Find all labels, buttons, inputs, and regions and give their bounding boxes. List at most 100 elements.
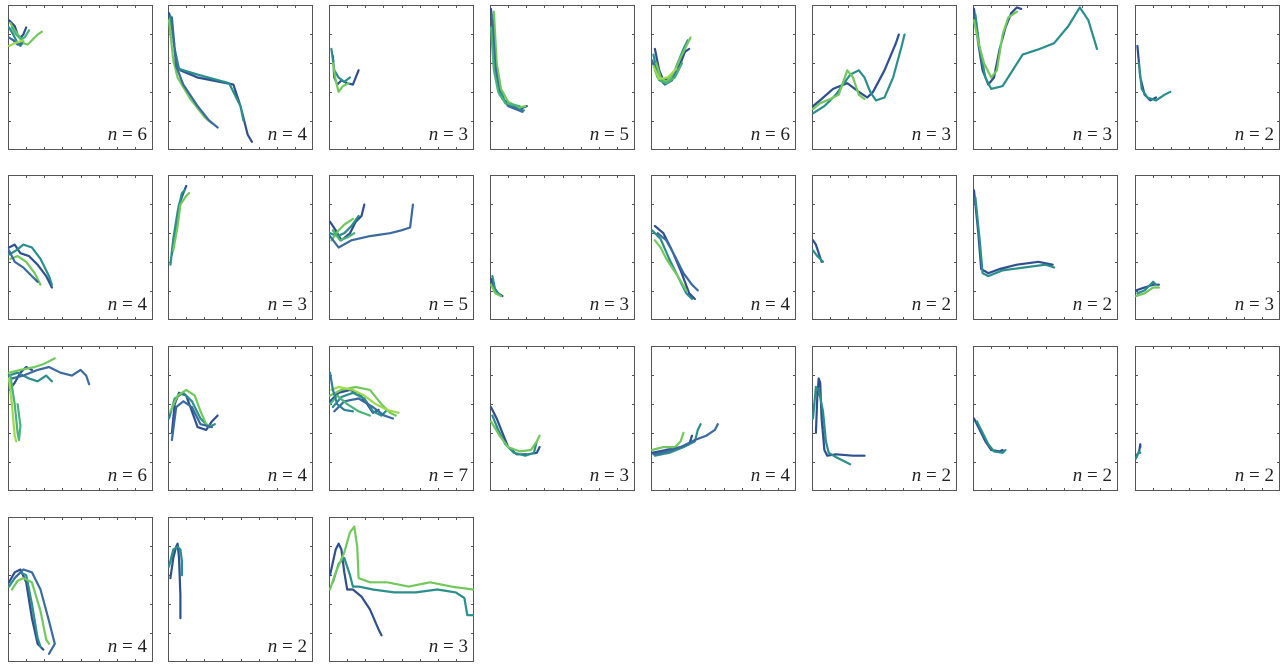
trajectory-line <box>1137 62 1172 102</box>
equals-sign: = <box>277 636 298 657</box>
sample-count-label: n = 6 <box>108 465 147 487</box>
trajectory-line <box>331 391 389 417</box>
trajectory-line <box>7 371 53 383</box>
trajectory-line <box>169 542 182 620</box>
subplot-axes <box>650 346 796 491</box>
sample-count-variable: n <box>267 124 278 145</box>
trajectory-line <box>653 239 688 292</box>
trajectory-line <box>972 6 1023 86</box>
axes-frame <box>8 346 153 491</box>
trajectory-line <box>330 217 354 242</box>
sample-count-value: 3 <box>297 294 308 315</box>
axes-frame <box>329 346 474 491</box>
sample-count-variable: n <box>589 294 600 315</box>
trajectory-line <box>331 229 356 242</box>
trajectory-line <box>169 14 245 122</box>
equals-sign: = <box>921 294 942 315</box>
sample-count-value: 3 <box>458 124 469 145</box>
trajectory-line <box>7 39 25 48</box>
trajectory-line <box>656 232 699 292</box>
subplot-axes <box>650 175 796 320</box>
subplot-panel: n = 3 <box>972 5 1118 150</box>
subplot-axes <box>811 175 957 320</box>
trajectory-line <box>655 36 692 83</box>
equals-sign: = <box>1244 294 1265 315</box>
subplot-axes <box>328 346 474 491</box>
sample-count-variable: n <box>428 294 439 315</box>
trajectory-line <box>331 556 475 617</box>
equals-sign: = <box>438 124 459 145</box>
equals-sign: = <box>921 465 942 486</box>
sample-count-value: 6 <box>780 124 791 145</box>
subplot-panel: n = 3 <box>168 175 313 320</box>
axes-frame <box>973 5 1118 150</box>
sample-count-variable: n <box>911 124 922 145</box>
trajectory-line <box>974 6 1099 90</box>
sample-count-value: 3 <box>619 465 630 486</box>
sample-count-variable: n <box>267 465 278 486</box>
subplot-axes <box>489 5 635 150</box>
sample-count-variable: n <box>1072 294 1083 315</box>
axes-frame <box>651 175 796 320</box>
trajectory-line <box>167 19 213 125</box>
trajectory-line <box>7 249 39 283</box>
axes-frame <box>168 517 313 662</box>
trajectory-line <box>9 255 42 286</box>
trajectory-line <box>975 420 1007 454</box>
subplot-axes <box>1134 346 1280 491</box>
equals-sign: = <box>760 124 781 145</box>
trajectory-line <box>328 371 354 413</box>
subplot-axes <box>7 517 153 662</box>
subplot-panel: n = 3 <box>811 5 957 150</box>
axes-frame <box>490 175 635 320</box>
subplot-axes <box>329 5 474 150</box>
subplot-axes <box>1135 5 1280 150</box>
trajectory-line <box>330 385 400 414</box>
equals-sign: = <box>438 294 459 315</box>
trajectory-line <box>811 33 900 108</box>
sample-count-variable: n <box>107 636 118 657</box>
trajectory-line <box>811 69 866 111</box>
subplot-panel: n = 7 <box>328 346 474 491</box>
subplot-panel: n = 2 <box>167 517 313 662</box>
equals-sign: = <box>117 636 138 657</box>
subplot-axes <box>489 346 635 491</box>
trajectory-line <box>10 26 31 40</box>
equals-sign: = <box>438 636 459 657</box>
sample-count-label: n = 3 <box>268 294 307 316</box>
subplot-panel: n = 4 <box>167 5 313 150</box>
sample-count-label: n = 3 <box>1073 124 1112 146</box>
sample-count-variable: n <box>750 294 761 315</box>
axes-frame <box>973 175 1118 320</box>
sample-count-value: 3 <box>1102 124 1113 145</box>
sample-count-label: n = 3 <box>429 636 468 658</box>
axes-frame <box>168 175 313 320</box>
subplot-axes <box>7 5 153 150</box>
trajectory-line <box>7 243 53 286</box>
sample-count-label: n = 2 <box>1235 465 1274 487</box>
sample-count-variable: n <box>107 465 118 486</box>
sample-count-variable: n <box>589 465 600 486</box>
equals-sign: = <box>1082 294 1103 315</box>
trajectory-line <box>489 420 541 453</box>
sample-count-value: 4 <box>137 636 148 657</box>
trajectory-line <box>1136 280 1158 295</box>
trajectory-line <box>7 568 45 651</box>
subplot-panel: n = 2 <box>811 175 957 320</box>
trajectory-line <box>652 65 678 80</box>
sample-count-label: n = 4 <box>751 465 790 487</box>
sample-count-value: 4 <box>780 465 791 486</box>
axes-frame <box>812 5 957 150</box>
trajectory-line <box>489 26 521 108</box>
trajectory-line <box>170 400 213 442</box>
sample-count-label: n = 2 <box>1073 465 1112 487</box>
sample-count-variable: n <box>1234 294 1245 315</box>
sample-count-variable: n <box>267 294 278 315</box>
sample-count-value: 3 <box>1264 294 1275 315</box>
subplot-panel: n = 4 <box>167 346 313 491</box>
trajectory-line <box>7 357 56 374</box>
sample-count-variable: n <box>1234 465 1245 486</box>
trajectory-line <box>333 397 394 420</box>
sample-count-value: 2 <box>1264 124 1275 145</box>
